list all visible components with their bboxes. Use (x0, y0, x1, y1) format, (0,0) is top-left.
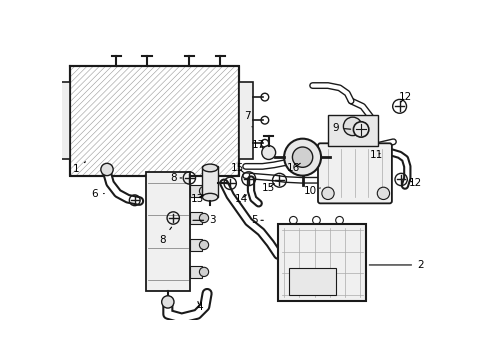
Circle shape (377, 187, 389, 199)
Circle shape (343, 117, 361, 136)
Bar (190, 212, 202, 224)
Text: 6: 6 (91, 189, 104, 199)
Bar (277, 224, 366, 301)
Bar (289, 268, 335, 295)
Text: 13: 13 (190, 194, 203, 204)
Circle shape (292, 147, 312, 167)
Text: 15: 15 (262, 183, 275, 193)
Text: 1: 1 (73, 162, 85, 175)
Circle shape (284, 139, 321, 176)
Circle shape (199, 186, 208, 196)
Bar (190, 185, 202, 197)
Text: 9: 9 (332, 123, 350, 133)
Text: 4: 4 (196, 302, 203, 311)
Text: 11: 11 (369, 150, 383, 160)
Circle shape (101, 163, 113, 176)
Ellipse shape (202, 193, 218, 201)
Bar (190, 239, 202, 251)
Bar (202, 166, 218, 197)
Bar (190, 266, 202, 278)
Text: 16: 16 (286, 163, 300, 173)
Circle shape (353, 122, 368, 137)
Text: 12: 12 (398, 92, 411, 102)
Polygon shape (70, 66, 239, 176)
Text: 17: 17 (251, 140, 265, 150)
Text: 7: 7 (244, 111, 252, 127)
FancyBboxPatch shape (317, 143, 391, 203)
Circle shape (162, 296, 174, 308)
Text: 14: 14 (234, 194, 247, 204)
Ellipse shape (202, 164, 218, 172)
Circle shape (199, 213, 208, 222)
Text: 8: 8 (170, 173, 182, 183)
Circle shape (321, 187, 333, 199)
Circle shape (199, 240, 208, 249)
Text: 8: 8 (159, 227, 171, 244)
Text: 12: 12 (407, 178, 421, 188)
Circle shape (199, 267, 208, 276)
Text: 15: 15 (231, 163, 244, 173)
Bar (327, 115, 377, 145)
Bar (145, 172, 190, 291)
Bar (239, 82, 253, 159)
Text: 10: 10 (303, 186, 320, 196)
Circle shape (261, 145, 275, 159)
Text: 5: 5 (251, 215, 263, 225)
Text: 3: 3 (193, 215, 215, 225)
Text: 2: 2 (368, 260, 423, 270)
Bar (56, 82, 70, 159)
